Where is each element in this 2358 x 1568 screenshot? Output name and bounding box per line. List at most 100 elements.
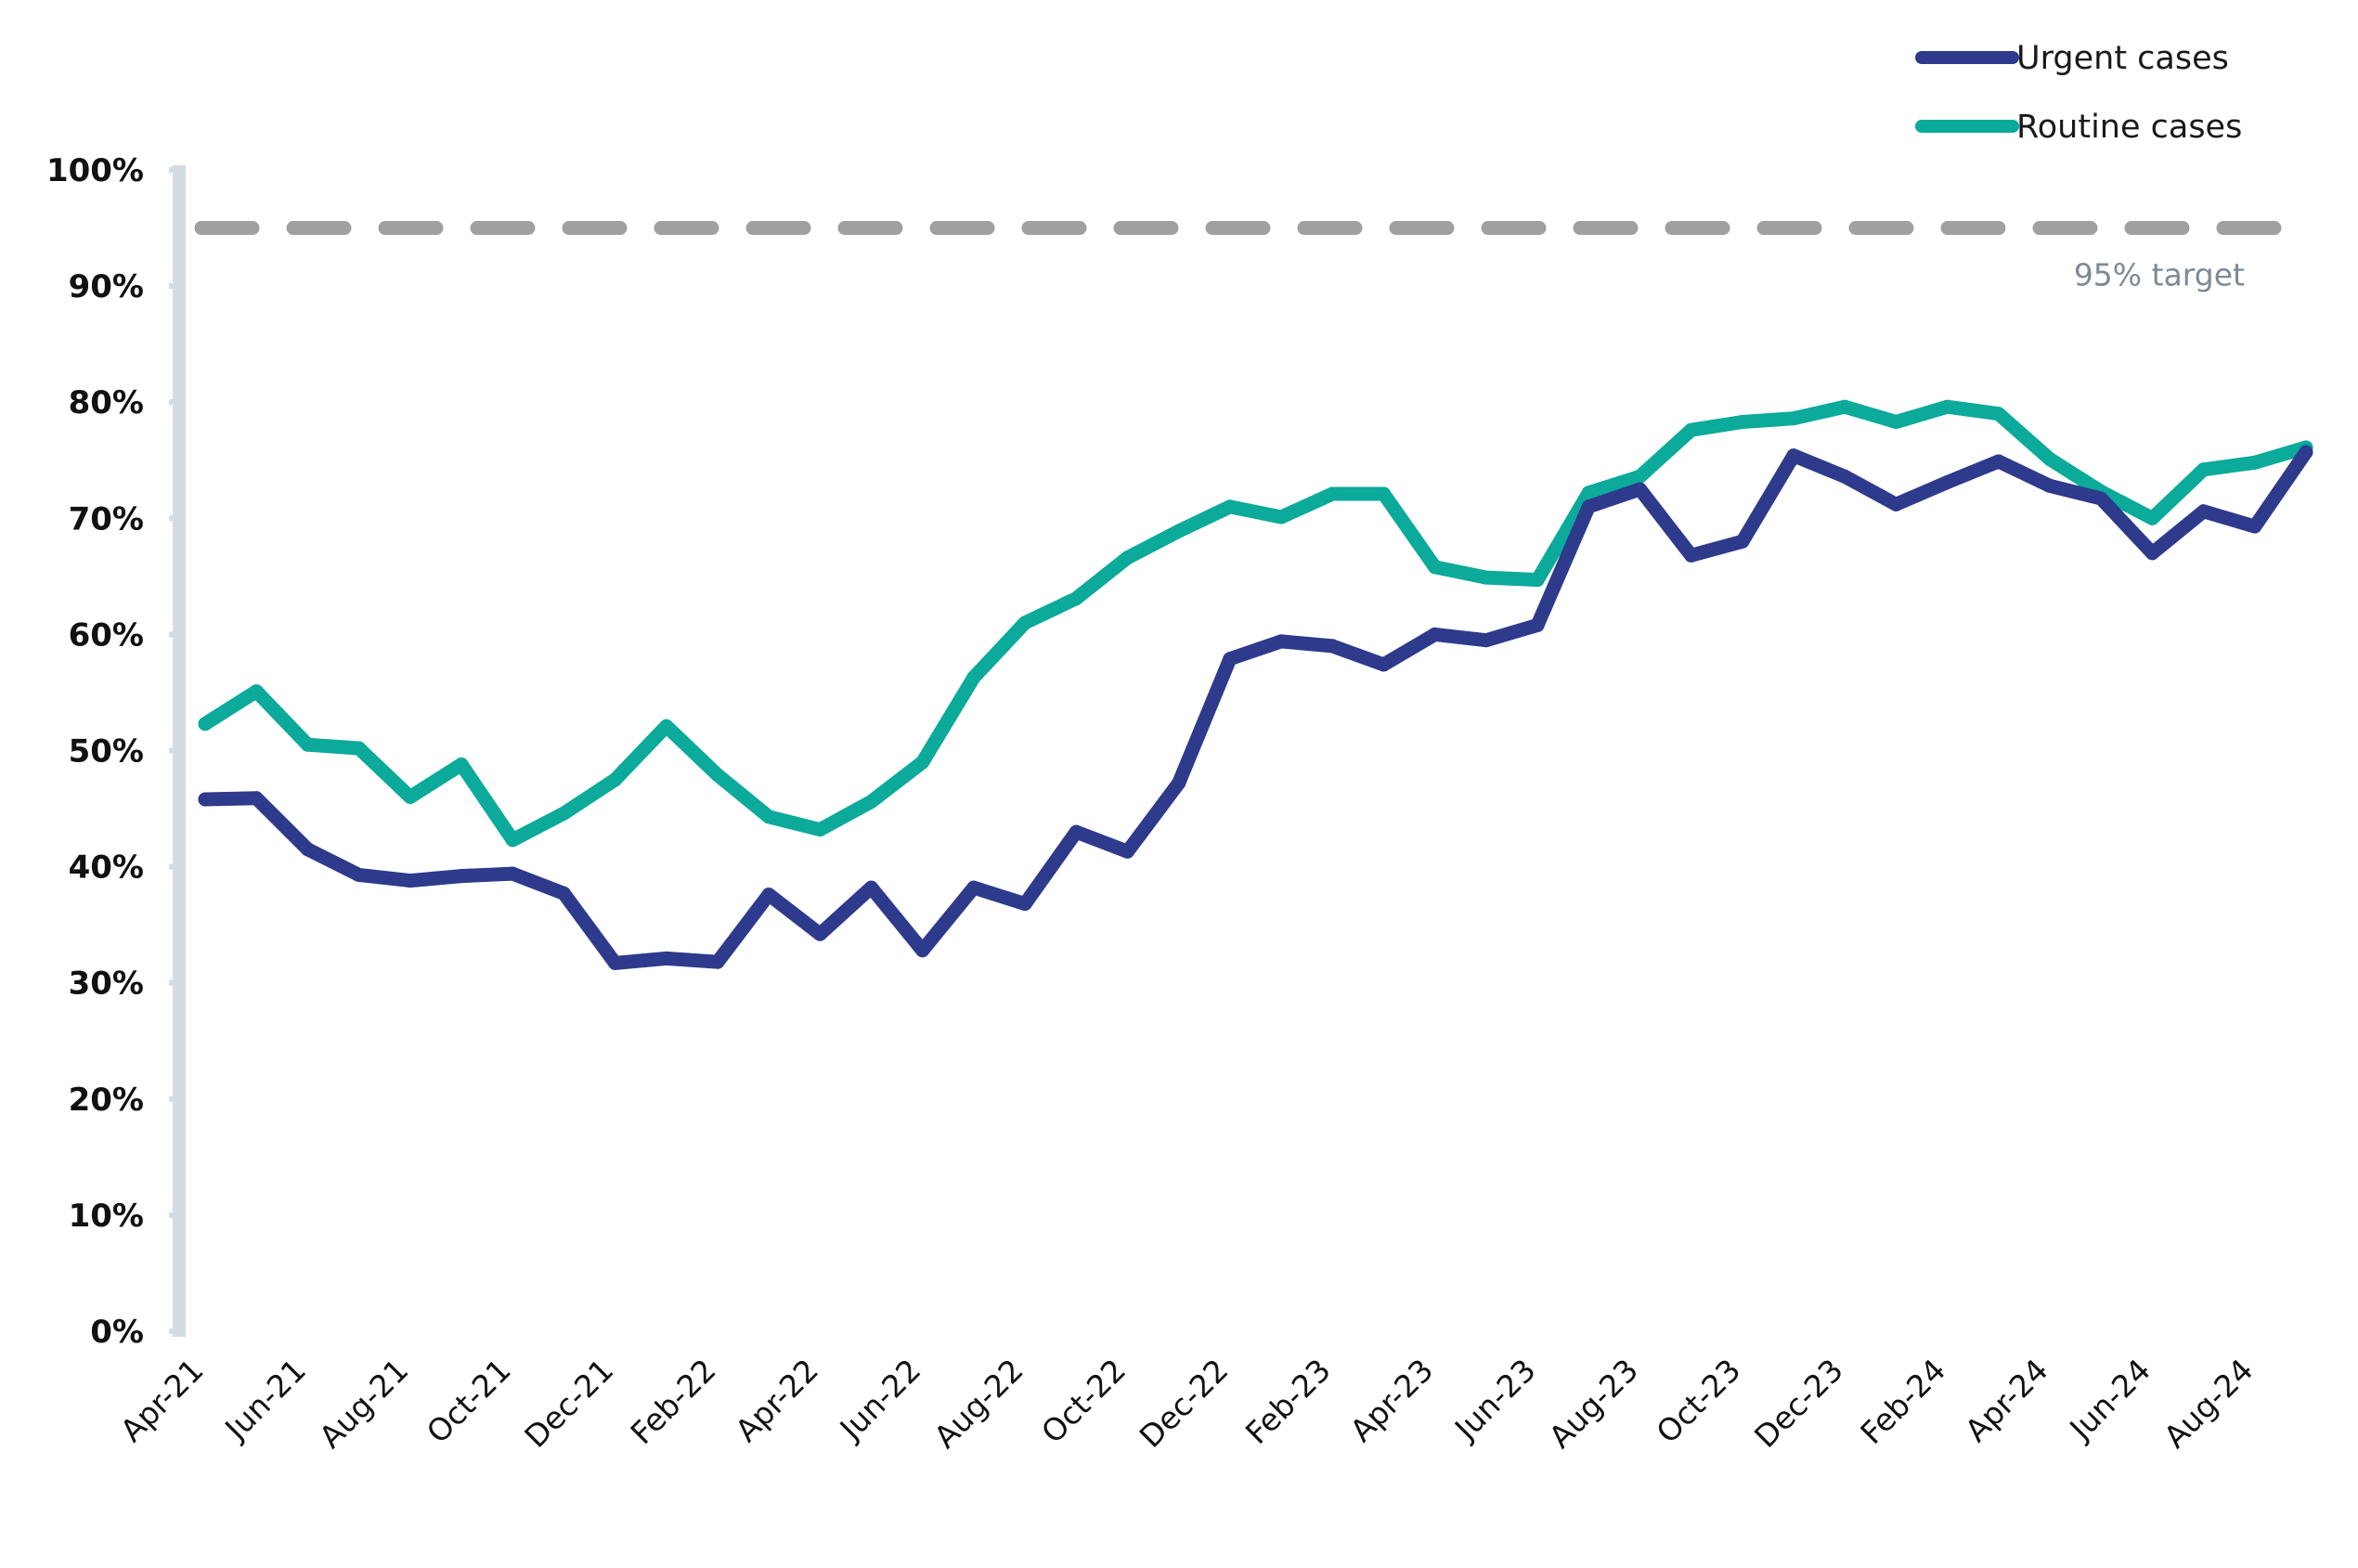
x-tick-label: Jun-22 <box>832 1352 928 1448</box>
data-point-routine-cases <box>1223 499 1237 514</box>
data-point-urgent-cases <box>1274 634 1289 649</box>
data-point-routine-cases <box>2042 452 2057 466</box>
series-group <box>198 399 2313 970</box>
x-tick-label: Apr-21 <box>113 1352 211 1449</box>
data-point-urgent-cases <box>1017 897 1032 912</box>
data-point-routine-cases <box>249 684 264 699</box>
data-point-routine-cases <box>198 717 213 732</box>
data-point-routine-cases <box>1837 399 1852 414</box>
data-point-routine-cases <box>1325 486 1340 501</box>
data-point-routine-cases <box>505 833 520 848</box>
data-point-routine-cases <box>1888 415 1903 429</box>
data-point-urgent-cases <box>1069 824 1083 839</box>
data-point-urgent-cases <box>1377 657 1391 672</box>
x-tick-label: Jun-23 <box>1446 1352 1543 1448</box>
data-point-urgent-cases <box>1888 497 1903 512</box>
data-point-urgent-cases <box>1479 633 1494 648</box>
data-point-urgent-cases <box>608 955 623 970</box>
data-point-urgent-cases <box>2299 445 2313 460</box>
data-point-routine-cases <box>915 755 930 770</box>
x-tick-label: Oct-21 <box>420 1352 518 1450</box>
data-point-urgent-cases <box>1940 475 1955 489</box>
data-point-routine-cases <box>403 790 418 804</box>
data-point-urgent-cases <box>1121 844 1134 859</box>
data-point-urgent-cases <box>966 880 981 895</box>
data-point-urgent-cases <box>1837 469 1852 484</box>
data-point-routine-cases <box>2144 511 2159 525</box>
x-tick-label: Oct-22 <box>1034 1352 1133 1450</box>
x-tick-label: Jun-24 <box>2062 1352 2158 1448</box>
data-point-urgent-cases <box>556 886 571 901</box>
data-point-urgent-cases <box>1530 617 1545 632</box>
data-point-urgent-cases <box>198 792 213 807</box>
data-point-routine-cases <box>864 795 878 809</box>
data-point-urgent-cases <box>2196 504 2211 519</box>
y-tick-label: 40% <box>69 849 144 887</box>
data-point-routine-cases <box>710 768 725 783</box>
data-point-routine-cases <box>1428 560 1443 575</box>
data-point-routine-cases <box>761 810 776 824</box>
data-point-urgent-cases <box>454 869 469 884</box>
x-tick-label: Apr-23 <box>1343 1352 1441 1449</box>
data-point-urgent-cases <box>1581 499 1596 514</box>
data-point-urgent-cases <box>1172 776 1186 790</box>
y-tick-label: 90% <box>69 268 144 305</box>
x-tick-label: Feb-24 <box>1853 1352 1952 1451</box>
x-tick-label: Feb-22 <box>624 1352 723 1451</box>
data-point-urgent-cases <box>352 867 367 882</box>
data-point-urgent-cases <box>505 866 520 881</box>
x-tick-label: Aug-22 <box>927 1352 1030 1455</box>
data-point-routine-cases <box>1377 486 1391 501</box>
data-point-routine-cases <box>2248 455 2262 470</box>
data-point-routine-cases <box>659 719 674 733</box>
legend-label-urgent-cases: Urgent cases <box>2016 40 2229 77</box>
legend-label-routine-cases: Routine cases <box>2016 109 2242 146</box>
data-point-routine-cases <box>1479 570 1494 585</box>
x-tick-label: Dec-22 <box>1133 1352 1236 1455</box>
y-tick-label: 100% <box>46 152 144 189</box>
data-point-routine-cases <box>1530 573 1545 588</box>
data-point-routine-cases <box>1991 407 2006 421</box>
data-point-urgent-cases <box>1325 639 1340 654</box>
data-point-urgent-cases <box>1223 652 1237 667</box>
data-point-routine-cases <box>454 758 469 771</box>
data-point-routine-cases <box>1274 510 1289 525</box>
x-tick-label: Oct-23 <box>1649 1352 1747 1450</box>
x-tick-label: Aug-23 <box>1542 1352 1645 1455</box>
data-point-urgent-cases <box>1735 534 1750 549</box>
x-axis-ticks: Apr-21 Jun-21 Aug-21 Oct-21 Dec-21 Feb-22 Apr-… <box>113 1352 2260 1455</box>
y-tick-label: 20% <box>69 1082 144 1119</box>
legend: Urgent cases Routine cases <box>1915 40 2242 146</box>
data-point-routine-cases <box>1684 422 1699 437</box>
x-tick-label: Dec-23 <box>1747 1352 1850 1455</box>
data-point-urgent-cases <box>659 951 674 965</box>
data-point-routine-cases <box>352 741 367 756</box>
y-tick-label: 70% <box>69 500 144 538</box>
y-tick-label: 80% <box>69 384 144 421</box>
data-point-urgent-cases <box>2248 519 2262 534</box>
data-point-urgent-cases <box>2093 491 2108 506</box>
data-point-routine-cases <box>1940 399 1955 414</box>
y-axis-ticks: 0% 10% 20% 30% 40% 50% 60% 70% 80% 90% 100% <box>46 152 173 1351</box>
data-point-urgent-cases <box>710 954 725 969</box>
data-point-routine-cases <box>556 806 571 821</box>
data-point-urgent-cases <box>2144 546 2159 561</box>
data-point-routine-cases <box>608 772 623 787</box>
data-point-routine-cases <box>300 737 315 752</box>
series-line-urgent-cases <box>198 445 2313 970</box>
data-point-urgent-cases <box>1633 482 1647 497</box>
data-point-routine-cases <box>1581 486 1596 500</box>
x-tick-label: Aug-24 <box>2157 1352 2260 1455</box>
target-line-group: 95% target <box>194 221 2319 293</box>
target-label: 95% target <box>2074 257 2245 293</box>
y-tick-label: 0% <box>90 1314 144 1351</box>
data-point-routine-cases <box>1633 469 1647 484</box>
data-point-routine-cases <box>1786 411 1801 426</box>
y-tick-label: 50% <box>69 733 144 771</box>
data-point-routine-cases <box>1172 524 1186 538</box>
x-tick-label: Apr-24 <box>1958 1352 2055 1449</box>
legend-item-urgent-cases: Urgent cases <box>1915 40 2229 77</box>
data-point-urgent-cases <box>300 842 315 857</box>
data-point-routine-cases <box>2196 462 2211 477</box>
